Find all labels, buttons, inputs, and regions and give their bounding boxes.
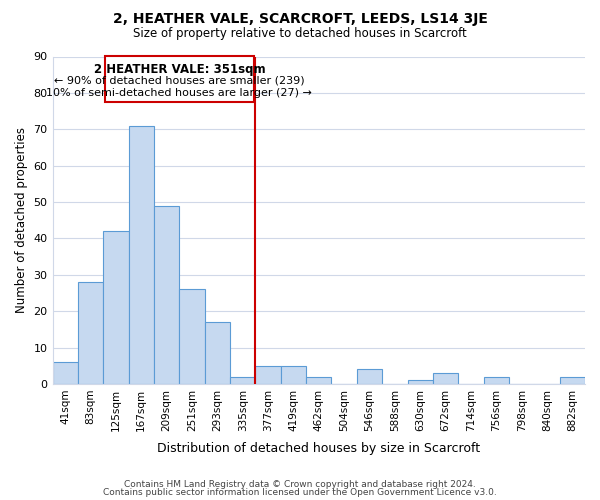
- Bar: [306, 376, 331, 384]
- X-axis label: Distribution of detached houses by size in Scarcroft: Distribution of detached houses by size …: [157, 442, 481, 455]
- Bar: [103, 231, 128, 384]
- Bar: [357, 370, 382, 384]
- Bar: [560, 376, 585, 384]
- Text: 2, HEATHER VALE, SCARCROFT, LEEDS, LS14 3JE: 2, HEATHER VALE, SCARCROFT, LEEDS, LS14 …: [113, 12, 487, 26]
- Text: Contains public sector information licensed under the Open Government Licence v3: Contains public sector information licen…: [103, 488, 497, 497]
- Bar: [104, 56, 254, 102]
- Bar: [230, 376, 256, 384]
- Bar: [407, 380, 433, 384]
- Bar: [154, 206, 179, 384]
- Y-axis label: Number of detached properties: Number of detached properties: [15, 127, 28, 313]
- Bar: [179, 290, 205, 384]
- Text: 10% of semi-detached houses are larger (27) →: 10% of semi-detached houses are larger (…: [46, 88, 312, 98]
- Text: Contains HM Land Registry data © Crown copyright and database right 2024.: Contains HM Land Registry data © Crown c…: [124, 480, 476, 489]
- Text: 2 HEATHER VALE: 351sqm: 2 HEATHER VALE: 351sqm: [94, 63, 265, 76]
- Bar: [256, 366, 281, 384]
- Text: ← 90% of detached houses are smaller (239): ← 90% of detached houses are smaller (23…: [54, 76, 305, 86]
- Bar: [484, 376, 509, 384]
- Text: Size of property relative to detached houses in Scarcroft: Size of property relative to detached ho…: [133, 28, 467, 40]
- Bar: [433, 373, 458, 384]
- Bar: [53, 362, 78, 384]
- Bar: [281, 366, 306, 384]
- Bar: [78, 282, 103, 384]
- Bar: [128, 126, 154, 384]
- Bar: [205, 322, 230, 384]
